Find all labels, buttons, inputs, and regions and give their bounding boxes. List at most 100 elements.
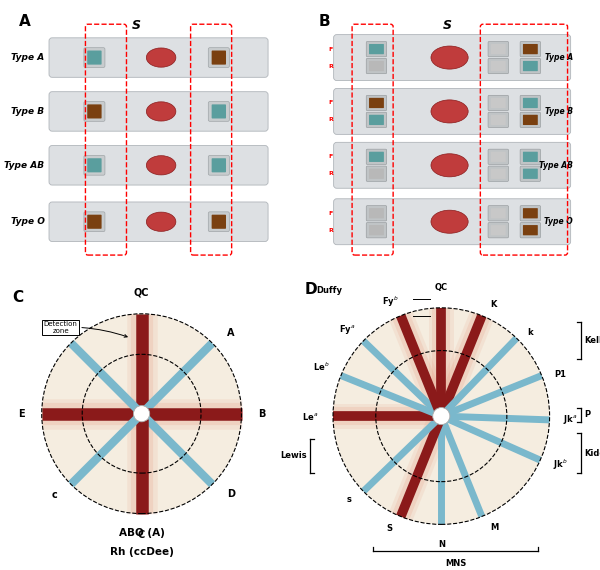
FancyBboxPatch shape	[523, 208, 538, 218]
FancyBboxPatch shape	[366, 149, 387, 165]
FancyBboxPatch shape	[491, 61, 506, 71]
Ellipse shape	[431, 154, 468, 177]
FancyBboxPatch shape	[488, 149, 509, 165]
FancyBboxPatch shape	[523, 225, 538, 235]
Text: Duffy: Duffy	[316, 286, 342, 295]
Ellipse shape	[146, 156, 176, 175]
FancyBboxPatch shape	[491, 225, 506, 235]
FancyBboxPatch shape	[84, 156, 105, 175]
FancyBboxPatch shape	[49, 92, 268, 131]
FancyBboxPatch shape	[520, 206, 541, 221]
FancyBboxPatch shape	[369, 225, 384, 235]
Text: Type AB: Type AB	[4, 161, 44, 170]
FancyBboxPatch shape	[369, 169, 384, 179]
FancyBboxPatch shape	[488, 206, 509, 221]
FancyBboxPatch shape	[334, 35, 571, 80]
Text: Type AB: Type AB	[539, 161, 572, 170]
FancyBboxPatch shape	[369, 152, 384, 162]
FancyBboxPatch shape	[491, 152, 506, 162]
Text: Type O: Type O	[11, 217, 44, 226]
Text: MNS: MNS	[445, 559, 466, 568]
FancyBboxPatch shape	[208, 156, 229, 175]
FancyBboxPatch shape	[523, 152, 538, 162]
FancyBboxPatch shape	[208, 48, 229, 67]
FancyBboxPatch shape	[212, 158, 226, 172]
FancyBboxPatch shape	[369, 61, 384, 71]
FancyBboxPatch shape	[523, 169, 538, 179]
Text: Rh (ccDee): Rh (ccDee)	[110, 547, 173, 557]
FancyBboxPatch shape	[366, 206, 387, 221]
Text: Type B: Type B	[545, 107, 572, 116]
FancyBboxPatch shape	[488, 42, 509, 57]
FancyBboxPatch shape	[488, 58, 509, 74]
Text: K: K	[490, 300, 497, 309]
FancyBboxPatch shape	[369, 44, 384, 54]
Text: Fy$^b$: Fy$^b$	[382, 295, 398, 309]
Text: C: C	[138, 530, 145, 540]
FancyBboxPatch shape	[520, 95, 541, 111]
Ellipse shape	[431, 46, 468, 69]
Text: k: k	[527, 328, 533, 337]
Ellipse shape	[146, 48, 176, 67]
Text: P1: P1	[554, 369, 566, 378]
FancyBboxPatch shape	[369, 208, 384, 218]
FancyBboxPatch shape	[87, 51, 101, 64]
Text: F: F	[329, 154, 333, 160]
Text: R: R	[328, 117, 333, 123]
Ellipse shape	[431, 100, 468, 123]
FancyBboxPatch shape	[87, 104, 101, 119]
Text: Le$^b$: Le$^b$	[313, 361, 330, 373]
Text: F: F	[329, 100, 333, 105]
FancyBboxPatch shape	[488, 222, 509, 238]
Ellipse shape	[431, 210, 468, 233]
FancyBboxPatch shape	[523, 115, 538, 125]
FancyBboxPatch shape	[208, 212, 229, 231]
FancyBboxPatch shape	[523, 61, 538, 71]
FancyBboxPatch shape	[491, 44, 506, 54]
FancyBboxPatch shape	[49, 38, 268, 78]
Ellipse shape	[146, 212, 176, 231]
Text: A: A	[227, 328, 235, 338]
FancyBboxPatch shape	[491, 169, 506, 179]
Text: D: D	[227, 490, 235, 499]
FancyBboxPatch shape	[366, 222, 387, 238]
Text: QC: QC	[134, 287, 149, 297]
Text: S: S	[387, 524, 393, 533]
FancyBboxPatch shape	[366, 58, 387, 74]
Text: A: A	[19, 14, 31, 29]
Text: Type B: Type B	[11, 107, 44, 116]
Text: c: c	[52, 490, 58, 500]
Text: R: R	[328, 171, 333, 176]
Circle shape	[133, 406, 150, 422]
Text: S: S	[132, 19, 141, 32]
Text: Kidd: Kidd	[584, 449, 600, 458]
FancyBboxPatch shape	[520, 222, 541, 238]
Text: N: N	[438, 540, 445, 549]
Text: Jk$^a$: Jk$^a$	[563, 413, 578, 426]
Text: Kell: Kell	[584, 336, 600, 345]
FancyBboxPatch shape	[520, 58, 541, 74]
Text: QC: QC	[435, 283, 448, 292]
FancyBboxPatch shape	[491, 98, 506, 108]
FancyBboxPatch shape	[49, 145, 268, 185]
FancyBboxPatch shape	[523, 44, 538, 54]
FancyBboxPatch shape	[369, 115, 384, 125]
Text: ABO (A): ABO (A)	[119, 528, 164, 538]
FancyBboxPatch shape	[84, 212, 105, 231]
FancyBboxPatch shape	[520, 42, 541, 57]
Text: D: D	[305, 282, 317, 297]
FancyBboxPatch shape	[488, 166, 509, 181]
Text: R: R	[328, 63, 333, 68]
Text: e: e	[51, 328, 58, 337]
FancyBboxPatch shape	[366, 112, 387, 128]
Text: C: C	[12, 290, 23, 304]
FancyBboxPatch shape	[366, 166, 387, 181]
Text: Jk$^b$: Jk$^b$	[553, 458, 568, 473]
FancyBboxPatch shape	[84, 101, 105, 121]
Circle shape	[41, 314, 241, 514]
FancyBboxPatch shape	[49, 202, 268, 242]
FancyBboxPatch shape	[520, 149, 541, 165]
Ellipse shape	[146, 102, 176, 121]
Text: Detection
zone: Detection zone	[44, 321, 127, 337]
FancyBboxPatch shape	[208, 101, 229, 121]
